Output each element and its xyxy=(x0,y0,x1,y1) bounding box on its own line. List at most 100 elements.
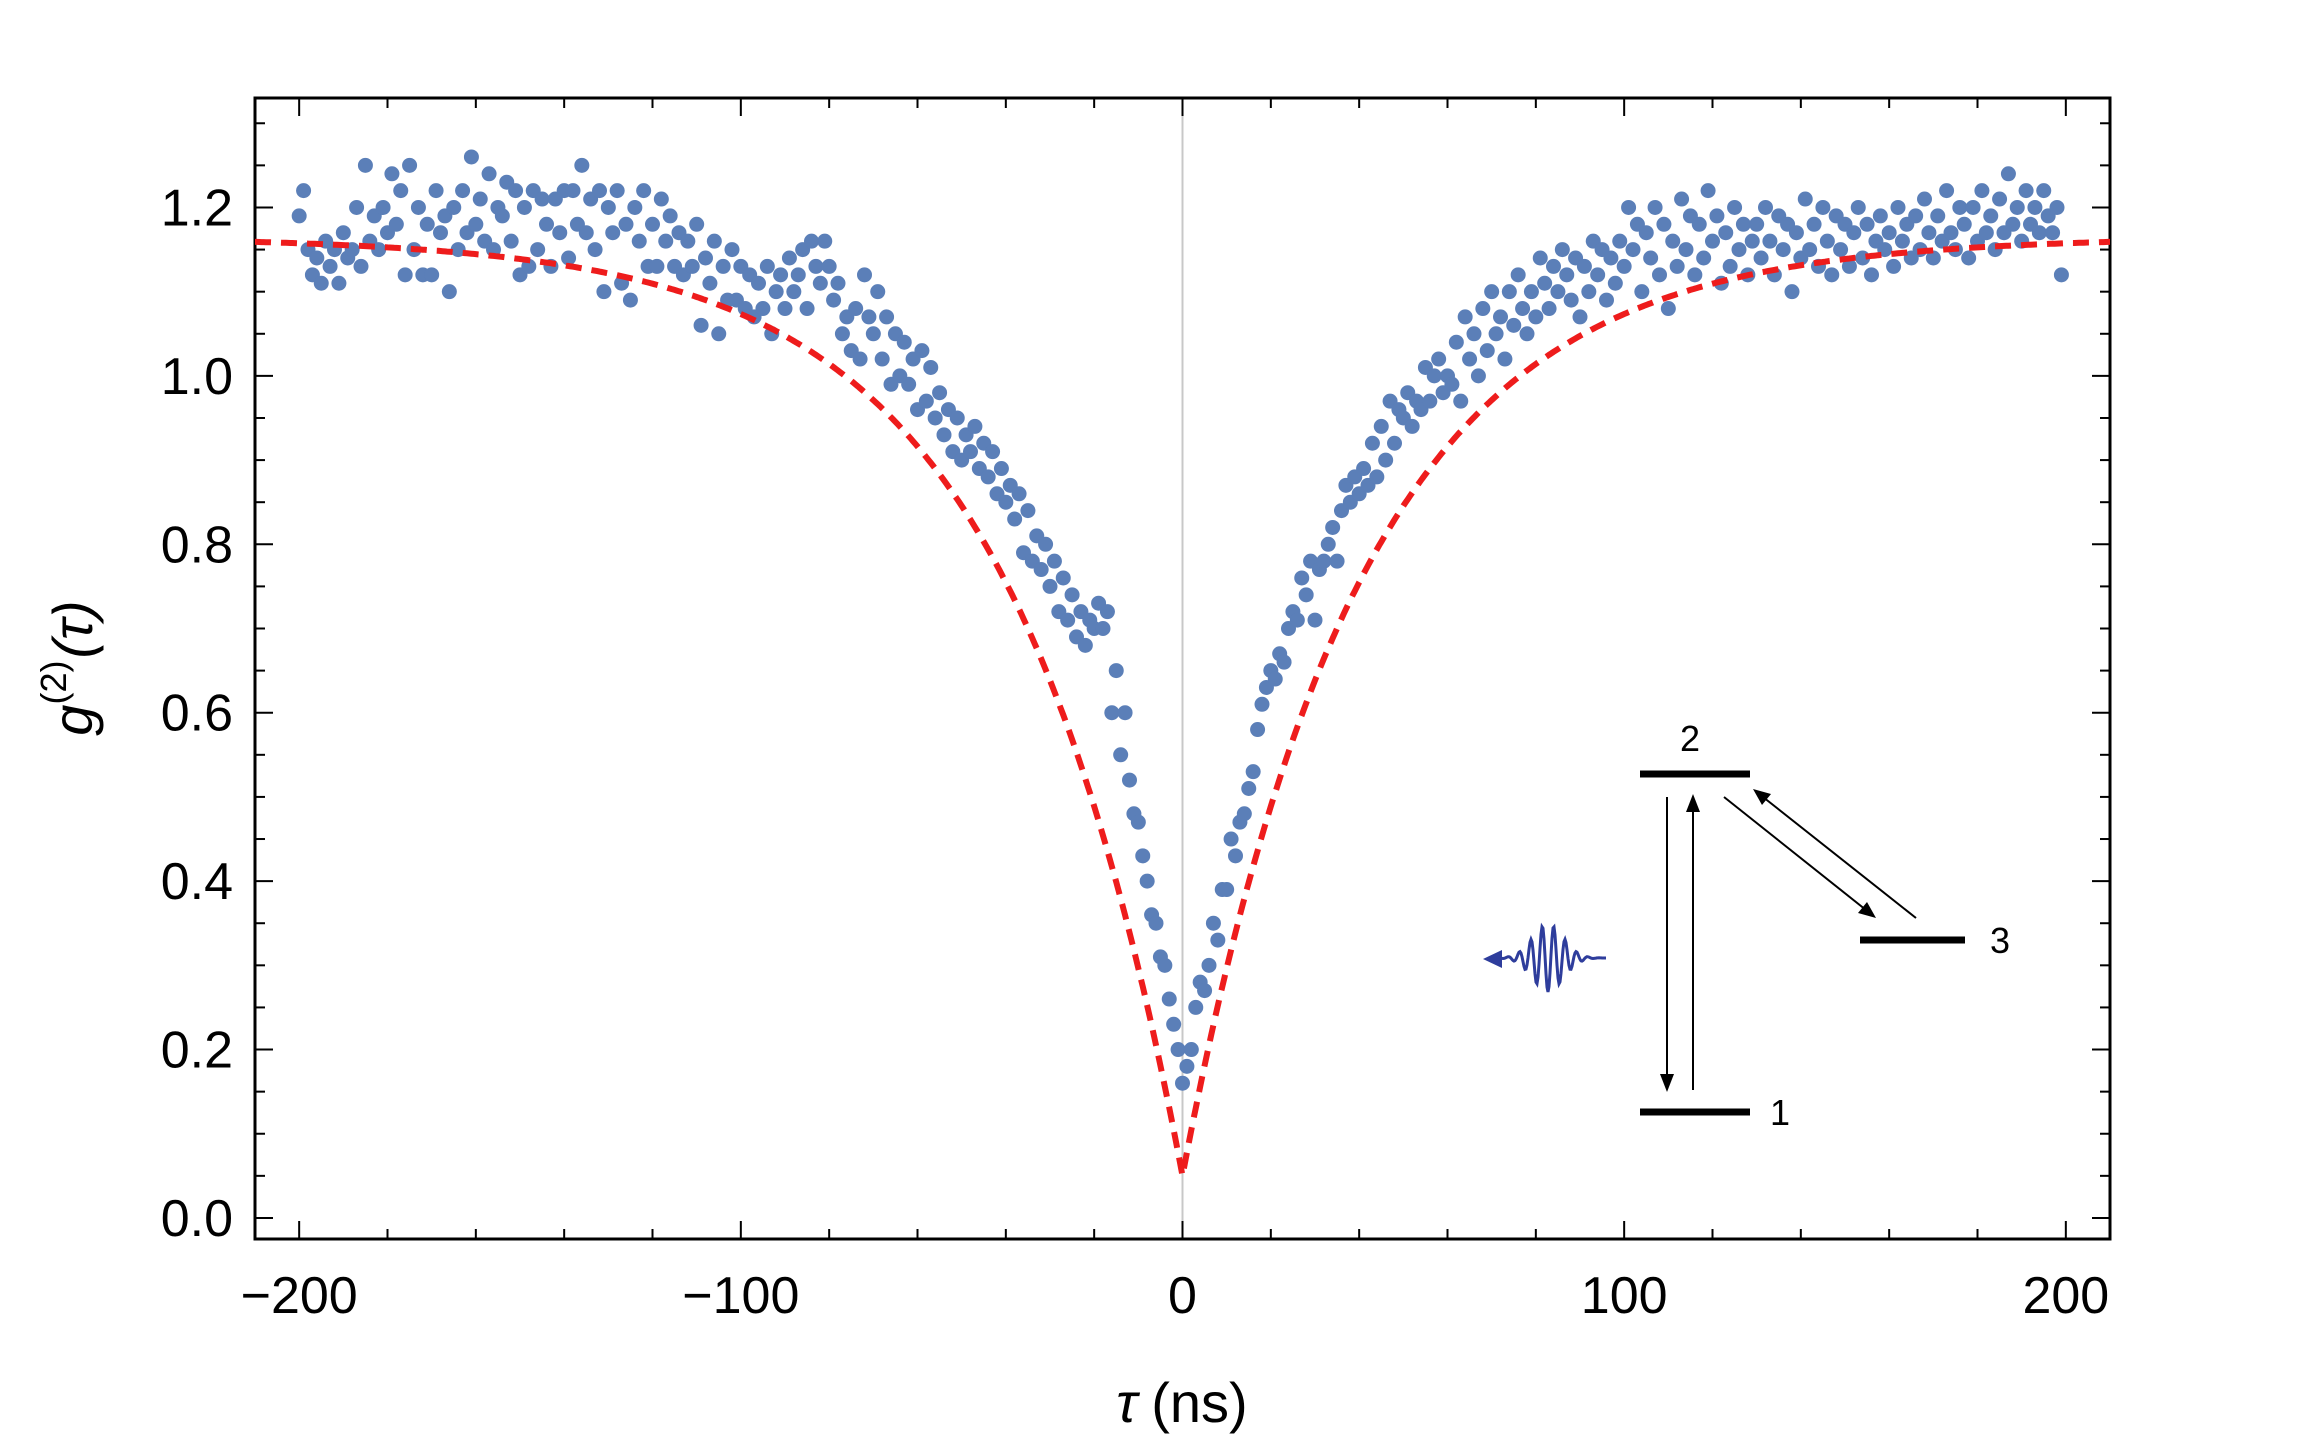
data-point xyxy=(1479,343,1495,359)
data-point xyxy=(1448,334,1464,350)
data-point xyxy=(1881,225,1897,241)
data-point xyxy=(1289,612,1305,628)
data-point xyxy=(1453,393,1469,409)
data-point xyxy=(918,393,934,409)
data-point xyxy=(967,418,983,434)
data-point xyxy=(1554,242,1570,258)
data-point xyxy=(1356,461,1372,477)
data-point xyxy=(773,267,789,283)
photon-arrowhead-icon xyxy=(1483,950,1502,968)
data-point xyxy=(1210,932,1226,948)
data-point xyxy=(1576,258,1592,274)
data-point xyxy=(322,258,338,274)
y-axis-label: g(2)(τ) xyxy=(33,600,104,735)
data-point xyxy=(587,242,603,258)
data-point xyxy=(693,317,709,333)
data-point xyxy=(874,351,890,367)
data-point xyxy=(578,225,594,241)
data-point xyxy=(808,258,824,274)
data-point xyxy=(1634,284,1650,300)
data-point xyxy=(1678,242,1694,258)
data-point xyxy=(1175,1075,1190,1091)
data-point xyxy=(455,183,471,199)
data-point xyxy=(1700,183,1716,199)
data-point xyxy=(1170,1042,1186,1058)
data-point xyxy=(530,242,546,258)
data-point xyxy=(291,208,307,224)
data-point xyxy=(508,183,524,199)
data-point xyxy=(1908,208,1924,224)
data-point xyxy=(1833,242,1849,258)
data-point xyxy=(1590,267,1606,283)
data-point xyxy=(1607,275,1623,291)
data-point xyxy=(1815,199,1831,215)
data-point xyxy=(446,199,462,215)
decay-2-to-3-arrow xyxy=(1723,796,1867,911)
data-point xyxy=(1404,418,1420,434)
x-tick-label: 100 xyxy=(1581,1267,1668,1325)
data-point xyxy=(1735,216,1751,232)
data-point xyxy=(1060,612,1076,628)
data-point xyxy=(1157,957,1173,973)
data-point xyxy=(2031,225,2047,241)
data-point xyxy=(1917,191,1932,207)
data-point xyxy=(1621,199,1637,215)
photon-wave-icon xyxy=(1488,922,1606,993)
data-point xyxy=(433,225,448,241)
data-point xyxy=(2053,267,2069,283)
data-point xyxy=(980,469,996,485)
svg-text:g(2)(τ): g(2)(τ) xyxy=(33,600,104,735)
data-point xyxy=(2036,183,2052,199)
data-point xyxy=(1550,284,1566,300)
data-point xyxy=(1011,486,1027,502)
data-point xyxy=(1488,326,1504,342)
x-axis-symbol: τ xyxy=(1116,1371,1140,1434)
data-point xyxy=(1426,368,1442,384)
data-point xyxy=(609,183,625,199)
x-tick-label: −200 xyxy=(241,1267,358,1325)
data-point xyxy=(1387,435,1402,451)
data-point xyxy=(1497,351,1513,367)
data-point xyxy=(1241,780,1257,796)
data-point xyxy=(702,275,718,291)
y-tick-label: 0.2 xyxy=(161,1022,233,1080)
data-point xyxy=(993,461,1009,477)
data-point xyxy=(1183,1042,1199,1058)
data-point xyxy=(1983,208,1999,224)
data-point xyxy=(1599,292,1614,308)
data-point xyxy=(1961,250,1977,266)
level-1-label: 1 xyxy=(1770,1092,1790,1133)
data-point xyxy=(1108,663,1124,679)
data-point xyxy=(1020,503,1036,519)
data-point xyxy=(1298,587,1314,603)
data-point xyxy=(1581,284,1597,300)
data-point xyxy=(1201,957,1217,973)
data-point xyxy=(1718,225,1734,241)
data-point xyxy=(812,275,828,291)
data-point xyxy=(313,275,329,291)
data-point xyxy=(1930,208,1946,224)
data-point xyxy=(1894,233,1910,249)
data-point xyxy=(1974,183,1990,199)
data-point xyxy=(1113,747,1129,763)
arrowhead-down-icon xyxy=(1660,1074,1674,1092)
data-point xyxy=(879,309,895,325)
data-point xyxy=(1179,1058,1195,1074)
data-point xyxy=(494,208,510,224)
data-point xyxy=(1228,848,1243,864)
data-point xyxy=(1007,511,1023,527)
data-point xyxy=(1788,225,1804,241)
data-point xyxy=(393,183,409,199)
data-point xyxy=(2009,199,2025,215)
data-point xyxy=(1572,309,1588,325)
data-point xyxy=(653,191,669,207)
data-point xyxy=(896,334,912,350)
data-point xyxy=(357,157,373,173)
data-point xyxy=(768,284,784,300)
data-point xyxy=(1223,831,1239,847)
data-point xyxy=(821,258,837,274)
data-point xyxy=(1294,570,1310,586)
data-point xyxy=(631,233,647,249)
data-point xyxy=(1139,873,1155,889)
